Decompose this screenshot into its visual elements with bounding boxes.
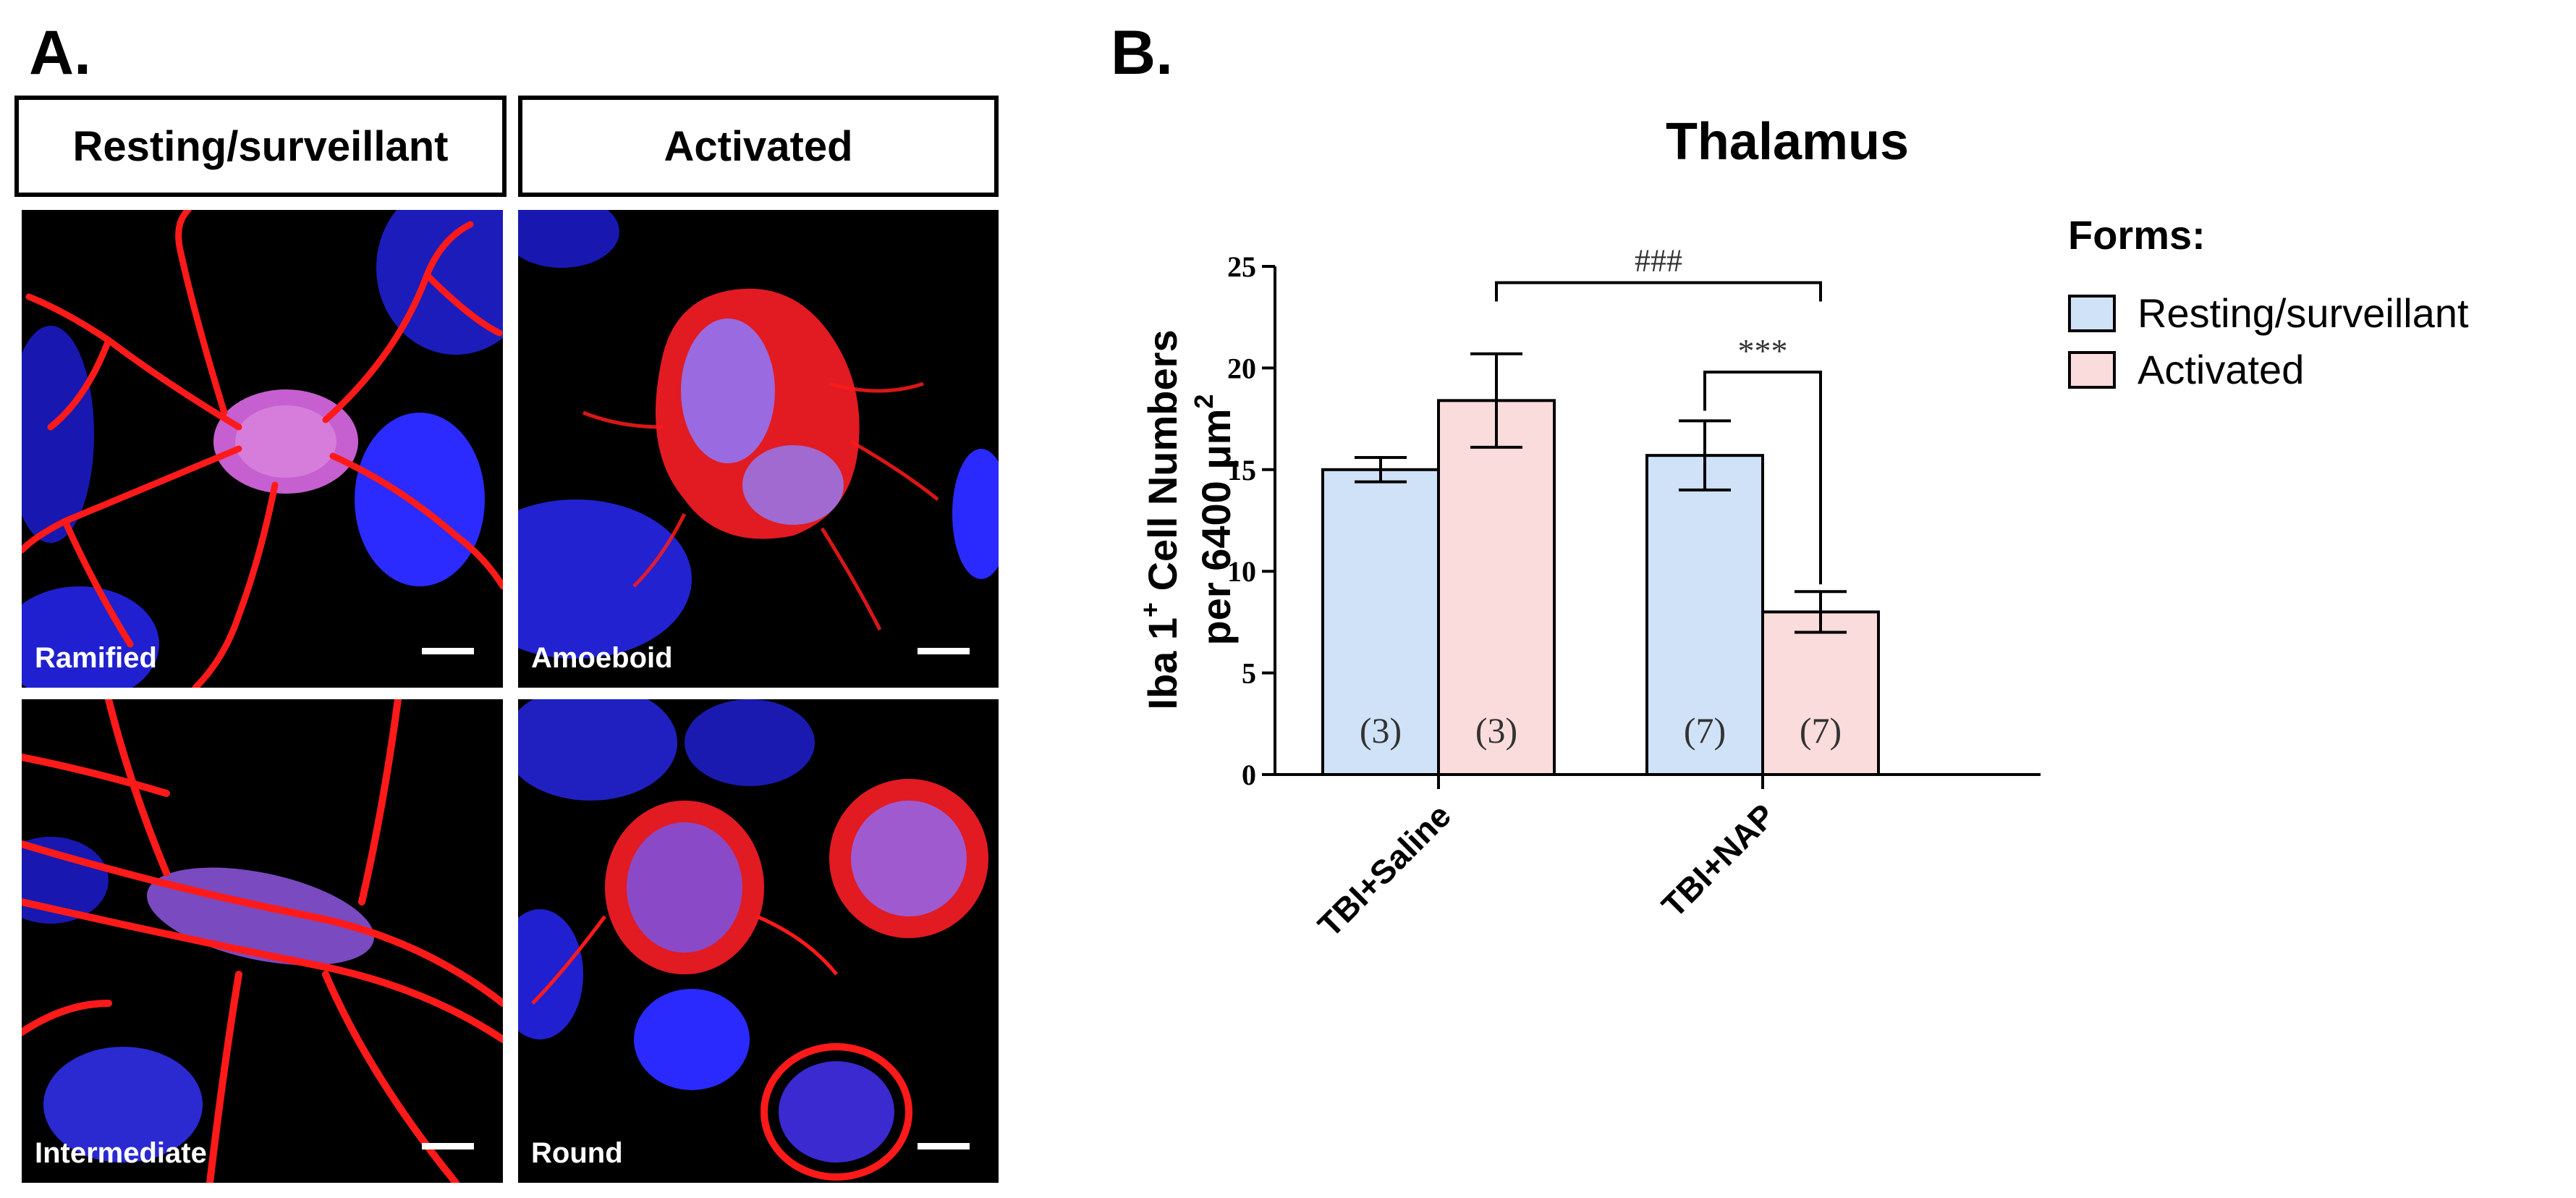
legend-label-activated: Activated xyxy=(2138,347,2305,392)
amoeboid-image: Amoeboid xyxy=(518,210,999,688)
amoeboid-label: Amoeboid xyxy=(531,642,673,674)
significance-label: *** xyxy=(1738,332,1788,369)
ramified-image: Ramified xyxy=(22,210,503,688)
svg-text:per 6400 μm2: per 6400 μm2 xyxy=(1189,395,1239,646)
y-tick-label: 25 xyxy=(1227,250,1256,283)
scale-bar xyxy=(422,1143,474,1150)
significance-bracket xyxy=(1495,281,1822,302)
bar xyxy=(1437,399,1556,776)
sample-size-label: (7) xyxy=(1800,710,1842,751)
x-tick-label: TBI+Saline xyxy=(1310,796,1458,944)
y-axis-label: Iba 1+ Cell Numbers per 6400 μm2 xyxy=(1135,329,1239,709)
sample-size-label: (3) xyxy=(1475,710,1517,751)
round-image: Round xyxy=(518,699,999,1183)
activated-header: Activated xyxy=(518,96,999,197)
bar-chart: Thalamus Iba 1+ Cell Numbers per 6400 μm… xyxy=(1135,113,2041,944)
legend-swatch-resting xyxy=(2068,294,2116,332)
legend-item-resting: Resting/surveillant xyxy=(2068,290,2469,337)
chart-title: Thalamus xyxy=(1666,113,1909,171)
scale-bar xyxy=(918,648,970,654)
y-tick-label: 5 xyxy=(1242,657,1256,690)
ramified-micrograph xyxy=(22,210,503,688)
legend-swatch-activated xyxy=(2068,350,2116,389)
svg-text:Iba 1+ Cell Numbers: Iba 1+ Cell Numbers xyxy=(1135,329,1185,709)
y-tick-label: 10 xyxy=(1227,555,1256,588)
ramified-label: Ramified xyxy=(35,642,157,674)
amoeboid-micrograph xyxy=(518,210,999,659)
scale-bar xyxy=(422,648,474,654)
round-micrograph xyxy=(518,699,988,1181)
legend-label-resting: Resting/surveillant xyxy=(2138,290,2469,336)
bar xyxy=(1761,610,1880,776)
legend-item-activated: Activated xyxy=(2068,346,2304,393)
sample-size-label: (7) xyxy=(1684,710,1726,751)
significance-label: ### xyxy=(1635,242,1682,278)
scale-bar xyxy=(918,1143,970,1150)
x-tick-label: TBI+NAP xyxy=(1654,796,1782,924)
resting-header: Resting/surveillant xyxy=(14,96,507,197)
plot-area: 0 5 10 15 20 25 (3) (3) TBI+Saline (7) (7) TBI+NAP #… xyxy=(1227,242,2041,944)
bar xyxy=(1321,468,1440,776)
y-tick-label: 15 xyxy=(1227,454,1256,486)
sample-size-label: (3) xyxy=(1360,710,1402,751)
significance-bracket xyxy=(1703,371,1822,585)
round-label: Round xyxy=(531,1137,623,1169)
intermediate-image: Intermediate xyxy=(22,699,503,1183)
intermediate-label: Intermediate xyxy=(35,1137,207,1169)
y-tick-label: 0 xyxy=(1242,759,1256,791)
y-tick-label: 20 xyxy=(1227,352,1256,384)
legend-title: Forms: xyxy=(2068,212,2206,258)
panel-b-letter: B. xyxy=(1111,18,1173,88)
intermediate-micrograph xyxy=(22,699,503,1183)
panel-a-letter: A. xyxy=(29,18,91,88)
